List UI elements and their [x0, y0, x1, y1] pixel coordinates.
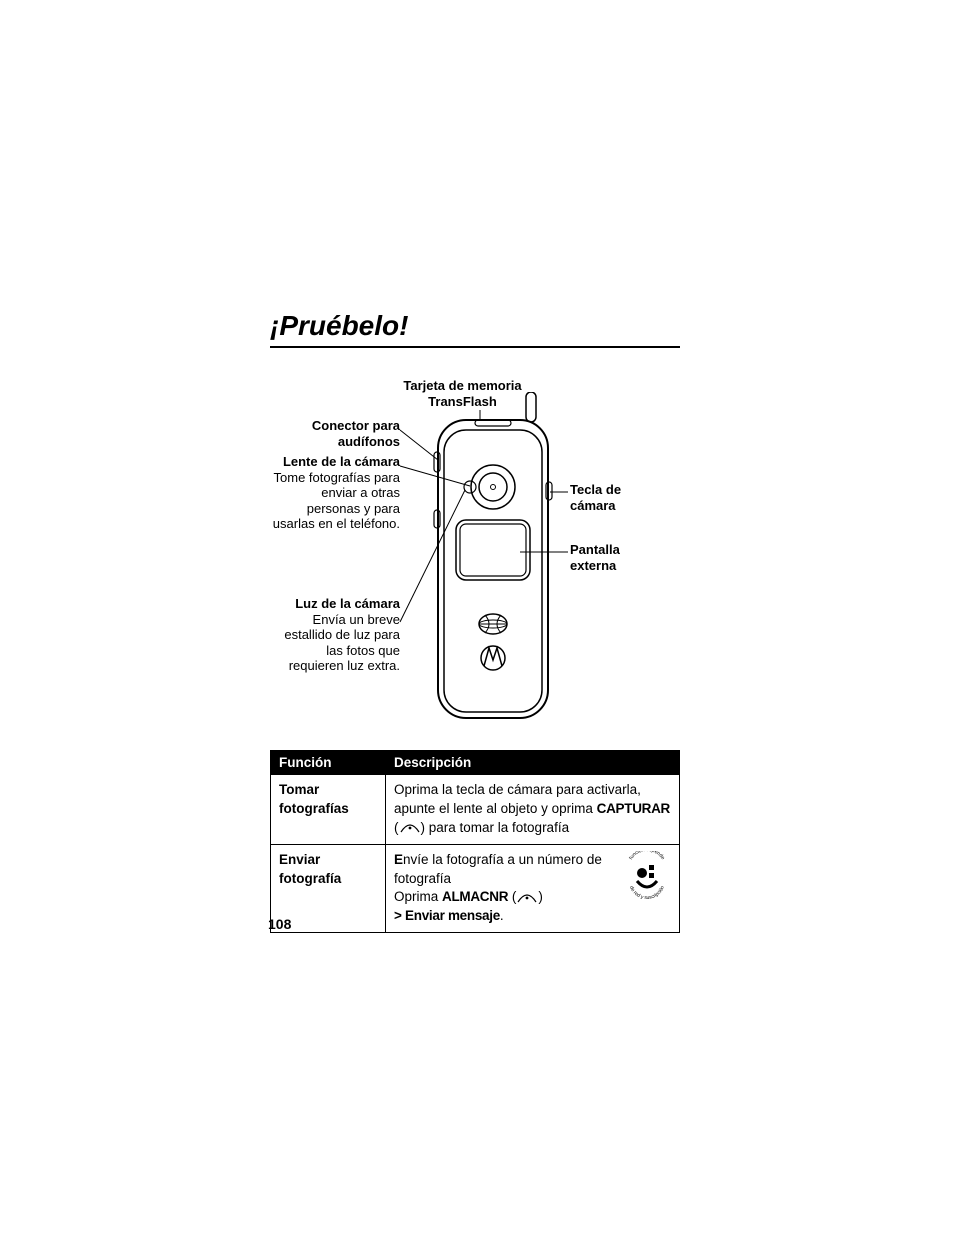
func-l1: Enviar	[279, 852, 320, 867]
header-description: Descripción	[386, 751, 680, 775]
func-l2: fotografía	[279, 871, 341, 886]
desc-post: para tomar la fotografía	[425, 820, 569, 835]
softkey-icon	[399, 822, 421, 834]
desc-take-photo: Oprima la tecla de cámara para activarla…	[386, 775, 680, 845]
functions-table: Función Descripción Tomar fotografías Op…	[270, 750, 680, 933]
desc-l1b: nvíe la fotografía a un número de fotogr…	[394, 852, 602, 886]
desc-l1a: E	[394, 852, 403, 867]
page-number: 108	[268, 916, 291, 932]
func-take-photo: Tomar fotografías	[271, 775, 386, 845]
desc-key-almacnr: ALMACNR	[442, 889, 508, 904]
table-row: Tomar fotografías Oprima la tecla de cám…	[271, 775, 680, 845]
phone-diagram: Tarjeta de memoria TransFlash Conector p…	[270, 372, 680, 732]
func-l1: Tomar	[279, 782, 319, 797]
header-function: Función	[271, 751, 386, 775]
network-feature-icon: función depende de red y suscripción	[623, 851, 671, 899]
svg-text:función depende: función depende	[628, 851, 666, 861]
table-header-row: Función Descripción	[271, 751, 680, 775]
desc-key-capturar: CAPTURAR	[597, 801, 670, 816]
icon-caption-top: función depende	[628, 851, 666, 861]
page-title: ¡Pruébelo!	[270, 310, 680, 348]
desc-key-enviar: Enviar mensaje	[405, 908, 500, 923]
func-l2: fotografías	[279, 801, 349, 816]
table-row: Enviar fotografía función depende de red…	[271, 844, 680, 933]
desc-l3-pre: >	[394, 908, 405, 923]
desc-l2-pre: Oprima	[394, 889, 442, 904]
desc-send-photo: función depende de red y suscripción Env…	[386, 844, 680, 933]
desc-l3-post: .	[500, 908, 504, 923]
leader-lines	[270, 372, 680, 732]
softkey-icon	[516, 892, 538, 904]
